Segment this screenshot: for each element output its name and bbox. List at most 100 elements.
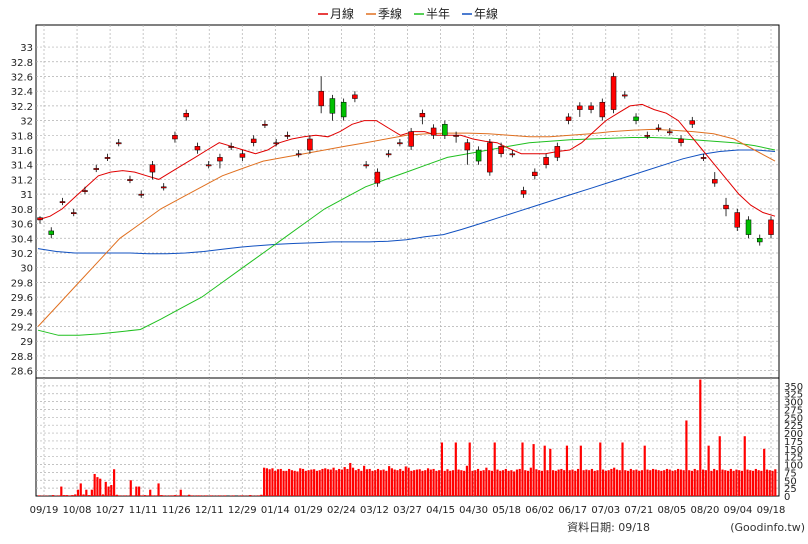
- ma-half-line: [38, 138, 775, 336]
- candle: [420, 110, 425, 125]
- price-tick-label: 29: [20, 337, 33, 348]
- volume-bar: [491, 471, 493, 496]
- candle-body: [375, 172, 380, 183]
- volume-bar: [296, 471, 298, 496]
- candle-body: [712, 179, 717, 183]
- candle: [386, 150, 391, 157]
- volume-bar: [738, 470, 740, 496]
- candle-body: [634, 117, 639, 121]
- x-tick-label: 08/05: [657, 505, 686, 516]
- price-tick-label: 29.8: [11, 278, 33, 289]
- volume-bar: [357, 469, 359, 496]
- volume-bar: [510, 470, 512, 496]
- volume-bar: [152, 495, 154, 496]
- volume-bar: [749, 470, 751, 496]
- candle-body: [296, 154, 301, 155]
- volume-bar: [524, 470, 526, 496]
- volume-bar: [430, 470, 432, 496]
- volume-bar: [671, 471, 673, 496]
- volume-bar: [760, 471, 762, 496]
- volume-bar: [485, 468, 487, 496]
- candle-body: [139, 194, 144, 195]
- volume-tick-label: 350: [784, 382, 803, 393]
- x-tick-label: 07/03: [591, 505, 620, 516]
- volume-bar: [110, 485, 112, 496]
- volume-bar: [652, 469, 654, 496]
- volume-bar: [441, 443, 443, 496]
- candle-body: [352, 95, 357, 99]
- volume-bar: [421, 471, 423, 496]
- volume-bar: [541, 471, 543, 496]
- volume-bar: [655, 470, 657, 496]
- volume-bar: [446, 469, 448, 496]
- price-tick-label: 30.8: [11, 205, 33, 216]
- x-tick-label: 12/29: [228, 505, 257, 516]
- candle-body: [409, 132, 414, 147]
- candle-body: [206, 165, 211, 166]
- volume-bar: [730, 469, 732, 496]
- candle: [544, 154, 549, 169]
- volume-bar: [596, 470, 598, 496]
- price-tick-label: 31.2: [11, 175, 33, 186]
- candle-body: [476, 150, 481, 161]
- volume-bar: [594, 471, 596, 496]
- volume-bar: [385, 471, 387, 496]
- volume-bar: [621, 443, 623, 496]
- volume-bar: [755, 469, 757, 496]
- volume-bar: [455, 443, 457, 496]
- volume-bar: [146, 495, 148, 496]
- x-tick-label: 11/26: [162, 505, 191, 516]
- volume-bar: [157, 483, 159, 496]
- candle: [116, 139, 121, 146]
- volume-bar: [366, 469, 368, 496]
- candle-body: [172, 135, 177, 139]
- candle-body: [116, 143, 121, 144]
- volume-bar: [352, 468, 354, 496]
- candle-body: [251, 139, 256, 143]
- volume-bar: [174, 495, 176, 496]
- volume-bar: [721, 470, 723, 496]
- candle: [240, 150, 245, 161]
- candle-body: [38, 218, 43, 220]
- volume-bar: [107, 487, 109, 496]
- candle: [577, 102, 582, 117]
- candle: [600, 99, 605, 121]
- volume-bar: [688, 470, 690, 496]
- volume-bar: [605, 471, 607, 496]
- candle-body: [127, 179, 132, 180]
- volume-bar: [141, 495, 143, 496]
- volume-bar: [458, 470, 460, 496]
- volume-bar: [452, 470, 454, 496]
- volume-bar: [569, 470, 571, 496]
- volume-bar: [66, 495, 68, 496]
- candle: [712, 172, 717, 187]
- volume-bar: [494, 443, 496, 496]
- volume-bar: [332, 468, 334, 496]
- candle-body: [274, 143, 279, 144]
- candle-body: [577, 106, 582, 110]
- volume-bar: [282, 471, 284, 496]
- volume-bar: [319, 470, 321, 496]
- volume-bar: [188, 495, 190, 496]
- volume-bar: [758, 470, 760, 496]
- volume-bar: [380, 470, 382, 496]
- candle-body: [217, 157, 222, 161]
- candle: [769, 216, 774, 238]
- volume-bar: [80, 483, 82, 496]
- volume-bar: [616, 470, 618, 496]
- candle-body: [184, 113, 189, 117]
- candle-body: [690, 121, 695, 125]
- candle-body: [94, 168, 99, 169]
- candle-body: [71, 213, 76, 214]
- volume-bar: [374, 470, 376, 496]
- legend: 月線季線半年年線: [318, 6, 498, 21]
- volume-bar: [69, 495, 71, 496]
- volume-bar: [577, 469, 579, 496]
- candle-body: [319, 91, 324, 106]
- volume-bar: [38, 495, 40, 496]
- candle: [656, 124, 661, 131]
- candle-body: [285, 135, 290, 136]
- volume-bar: [644, 446, 646, 496]
- volume-bar: [463, 471, 465, 496]
- volume-bar: [699, 380, 701, 496]
